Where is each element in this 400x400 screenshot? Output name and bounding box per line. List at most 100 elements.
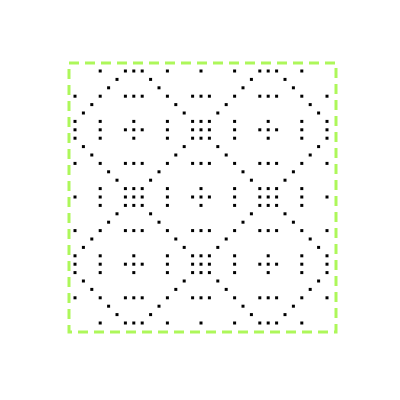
dot — [165, 94, 169, 98]
dot — [308, 237, 312, 241]
dot — [325, 128, 329, 132]
dot — [317, 279, 321, 283]
dot — [300, 262, 304, 266]
dot — [123, 296, 127, 300]
dot — [216, 111, 220, 115]
dot — [266, 271, 270, 275]
dot — [207, 195, 211, 199]
dot — [300, 94, 304, 98]
dot — [308, 153, 312, 157]
dot — [140, 69, 144, 73]
dot — [300, 296, 304, 300]
dot — [115, 77, 119, 81]
dot — [140, 296, 144, 300]
dot — [191, 271, 195, 275]
dot — [258, 203, 262, 207]
dot — [123, 262, 127, 266]
dot — [325, 161, 329, 165]
dot — [224, 237, 228, 241]
dot — [258, 195, 262, 199]
dot — [107, 86, 111, 90]
dot — [283, 178, 287, 182]
dot — [233, 262, 237, 266]
dot — [98, 187, 102, 191]
dot — [275, 321, 279, 325]
dot — [224, 153, 228, 157]
dot — [191, 128, 195, 132]
dot — [191, 94, 195, 98]
dot — [165, 296, 169, 300]
dot — [191, 136, 195, 140]
dot — [165, 229, 169, 233]
dot — [165, 161, 169, 165]
dot — [266, 94, 270, 98]
dot — [73, 271, 77, 275]
dot — [325, 119, 329, 123]
dot — [266, 296, 270, 300]
dot — [140, 195, 144, 199]
dot — [258, 321, 262, 325]
dot — [165, 195, 169, 199]
dot — [275, 128, 279, 132]
dot — [165, 321, 169, 325]
dot — [165, 119, 169, 123]
dot — [191, 296, 195, 300]
dot — [291, 170, 295, 174]
dot — [132, 94, 136, 98]
dot — [300, 161, 304, 165]
dot — [199, 195, 203, 199]
dot — [199, 271, 203, 275]
dot — [216, 145, 220, 149]
dot — [275, 229, 279, 233]
dot — [174, 153, 178, 157]
dot — [291, 304, 295, 308]
dot — [98, 195, 102, 199]
dot — [275, 262, 279, 266]
dot — [266, 262, 270, 266]
dot — [149, 178, 153, 182]
dot — [132, 69, 136, 73]
dot — [325, 94, 329, 98]
dot — [157, 86, 161, 90]
dot — [266, 119, 270, 123]
dot — [266, 321, 270, 325]
dot — [123, 161, 127, 165]
dot — [182, 245, 186, 249]
dot — [132, 262, 136, 266]
dot — [140, 161, 144, 165]
dot — [233, 203, 237, 207]
dot — [233, 69, 237, 73]
dot — [165, 271, 169, 275]
dot — [174, 103, 178, 107]
dot — [233, 195, 237, 199]
dot — [275, 94, 279, 98]
dot — [165, 262, 169, 266]
dot — [115, 178, 119, 182]
dot — [325, 229, 329, 233]
dot — [182, 111, 186, 115]
dot — [149, 212, 153, 216]
dot — [174, 287, 178, 291]
dot — [241, 170, 245, 174]
dot — [300, 254, 304, 258]
dot — [73, 262, 77, 266]
dot — [207, 119, 211, 123]
dot — [107, 170, 111, 174]
dot — [249, 77, 253, 81]
dot — [233, 271, 237, 275]
dot — [241, 304, 245, 308]
dot — [249, 212, 253, 216]
dot — [283, 212, 287, 216]
dot — [275, 296, 279, 300]
dot — [325, 262, 329, 266]
dot — [224, 103, 228, 107]
dot — [207, 271, 211, 275]
dot — [98, 321, 102, 325]
dot — [140, 94, 144, 98]
dot — [233, 161, 237, 165]
dot — [275, 203, 279, 207]
dot — [258, 296, 262, 300]
dot — [266, 161, 270, 165]
dot — [207, 254, 211, 258]
